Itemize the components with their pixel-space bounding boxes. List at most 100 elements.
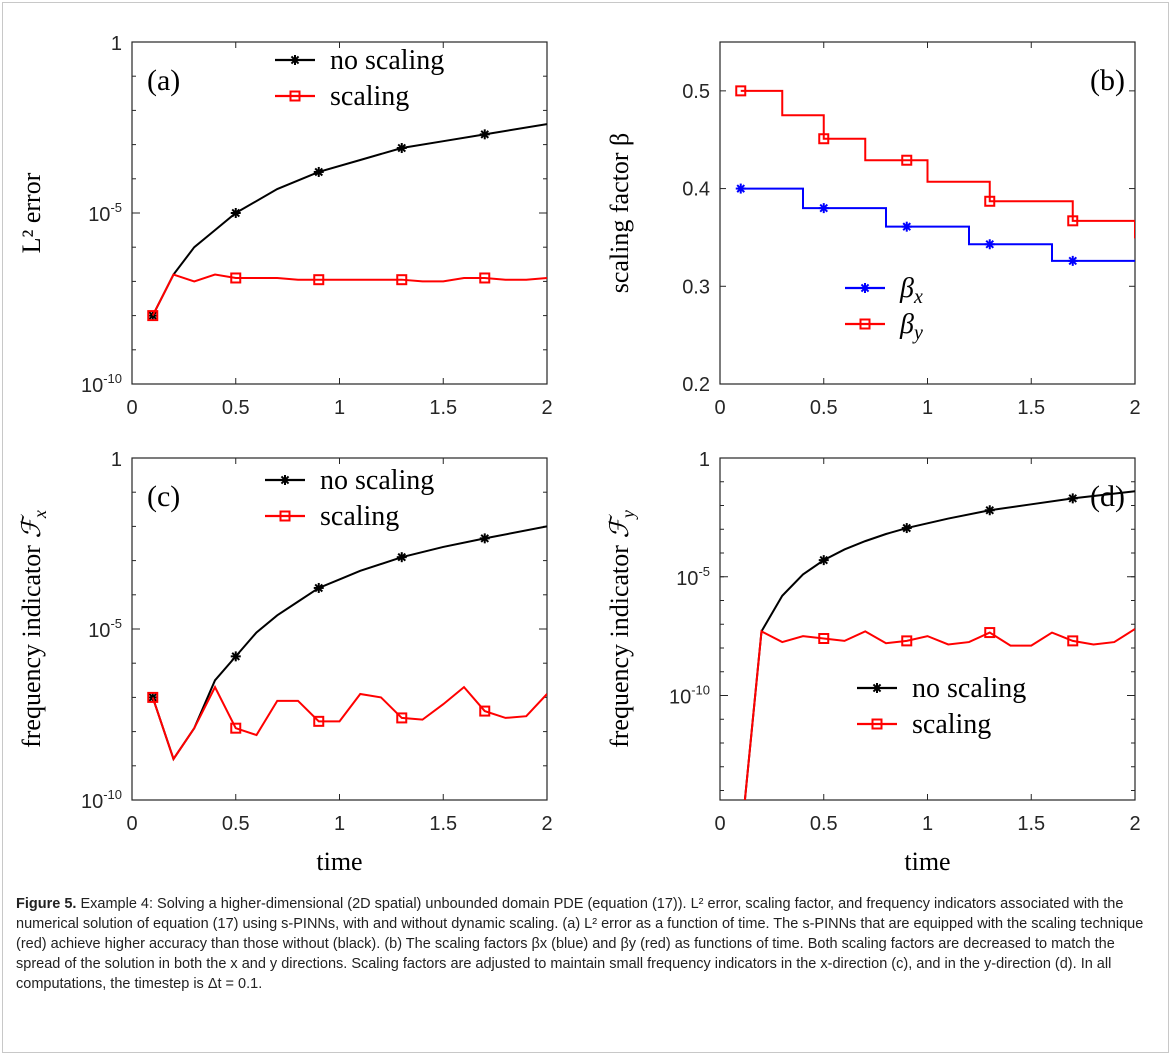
series--x (735, 183, 1135, 266)
y-tick-label: 0.5 (682, 81, 710, 103)
series-line (740, 187, 1135, 262)
data-point-marker (818, 133, 830, 145)
legend-label: βx (899, 273, 923, 308)
data-point-marker (984, 195, 996, 207)
chart-panel-a: 0 0.5 1 1.5 2 10-10 10-5 1 (a) no scaling scaling L… (17, 33, 553, 419)
data-point-marker (396, 274, 408, 286)
y-tick-label: 10-10 (81, 787, 122, 813)
legend-marker (860, 283, 870, 293)
y-tick-label: 1 (111, 33, 122, 55)
data-point-marker (313, 166, 324, 177)
series-no-scaling (743, 490, 1135, 800)
x-tick-label: 0.5 (222, 813, 250, 835)
data-point-marker (147, 691, 159, 703)
y-tick-label: 10-5 (88, 616, 122, 642)
legend-marker (871, 718, 883, 730)
legend-entry: scaling (265, 501, 399, 532)
panel-label: (d) (1090, 480, 1125, 513)
y-tick-label: 1 (111, 449, 122, 471)
legend-marker (289, 90, 301, 102)
legend-entry: no scaling (265, 465, 434, 496)
legend-marker (859, 318, 871, 330)
data-point-marker (313, 582, 324, 593)
series-no-scaling (147, 525, 547, 762)
y-tick-label: 10-5 (676, 564, 710, 590)
data-point-marker (230, 651, 241, 662)
legend-entry: βx (845, 273, 923, 308)
data-point-marker (230, 722, 242, 734)
data-point-marker (735, 183, 746, 194)
x-tick-label: 1 (922, 813, 933, 835)
x-tick-label: 0 (126, 813, 137, 835)
legend-entry: βy (845, 309, 923, 344)
data-point-marker (147, 310, 159, 322)
data-point-marker (396, 552, 407, 563)
data-point-marker (479, 272, 491, 284)
figure-charts: 0 0.5 1 1.5 2 10-10 10-5 1 (a) no scaling scaling L… (17, 33, 1141, 876)
y-tick-label: 10-5 (88, 200, 122, 226)
y-tick-label: 1 (699, 449, 710, 471)
panel-label: (a) (147, 64, 180, 97)
legend-label: no scaling (320, 465, 434, 496)
data-point-marker (230, 208, 241, 218)
x-tick-label: 0.5 (810, 813, 838, 835)
data-point-marker (479, 705, 491, 717)
axes-box (719, 457, 1136, 801)
x-tick-label: 1 (922, 397, 933, 419)
legend-entry: scaling (275, 81, 409, 112)
data-point-marker (313, 274, 325, 286)
chart-panel-c: 0 0.5 1 1.5 2 10-10 10-5 1 (c) no scaling scaling f… (17, 449, 553, 876)
series-scaling (743, 627, 1135, 800)
x-axis-title: time (904, 847, 950, 876)
x-tick-label: 1.5 (429, 397, 457, 419)
legend-entry: scaling (857, 709, 991, 740)
x-tick-label: 2 (1129, 397, 1140, 419)
data-point-marker (1067, 635, 1079, 647)
series-no-scaling (147, 123, 547, 321)
legend-marker (280, 475, 290, 485)
legend-label: scaling (320, 501, 399, 532)
series-scaling (147, 272, 547, 322)
series--y (735, 85, 1135, 239)
data-point-marker (230, 272, 242, 284)
legend-marker (872, 683, 882, 693)
data-point-marker (901, 221, 912, 232)
y-tick-label: 0.2 (682, 374, 710, 396)
x-tick-label: 1.5 (1017, 397, 1045, 419)
legend-label: scaling (330, 81, 409, 112)
figure-caption: Figure 5. Example 4: Solving a higher-di… (16, 894, 1156, 994)
caption-text: Example 4: Solving a higher-dimensional … (16, 896, 1144, 992)
y-axis-title: scaling factor β (605, 133, 634, 294)
data-point-marker (1067, 255, 1078, 266)
data-point-marker (479, 533, 490, 544)
data-point-marker (984, 627, 996, 639)
x-tick-label: 1.5 (429, 813, 457, 835)
x-tick-label: 2 (541, 813, 552, 835)
panel-label: (b) (1090, 64, 1125, 97)
data-point-marker (735, 85, 747, 97)
series-line (151, 123, 547, 317)
data-point-marker (984, 505, 995, 516)
legend-entry: no scaling (275, 45, 444, 76)
data-point-marker (901, 635, 913, 647)
chart-panel-d: 0 0.5 1 1.5 2 10-10 10-5 1 (d) no scaling scaling f… (605, 449, 1141, 876)
x-tick-label: 1 (334, 813, 345, 835)
series-line (740, 89, 1135, 239)
series-scaling (147, 684, 547, 762)
x-axis-title: time (316, 847, 362, 876)
series-line (151, 684, 547, 762)
series-line (151, 525, 547, 762)
legend-entry: no scaling (857, 673, 1026, 704)
data-point-marker (984, 239, 995, 250)
legend-label: no scaling (330, 45, 444, 76)
data-point-marker (1067, 493, 1078, 504)
data-point-marker (479, 129, 490, 140)
x-tick-label: 0 (714, 397, 725, 419)
x-tick-label: 2 (541, 397, 552, 419)
series-line (743, 490, 1135, 800)
x-tick-label: 1 (334, 397, 345, 419)
y-axis-title: frequency indicator ℱy (605, 510, 638, 748)
data-point-marker (818, 633, 830, 644)
x-tick-label: 0 (714, 813, 725, 835)
x-tick-label: 2 (1129, 813, 1140, 835)
